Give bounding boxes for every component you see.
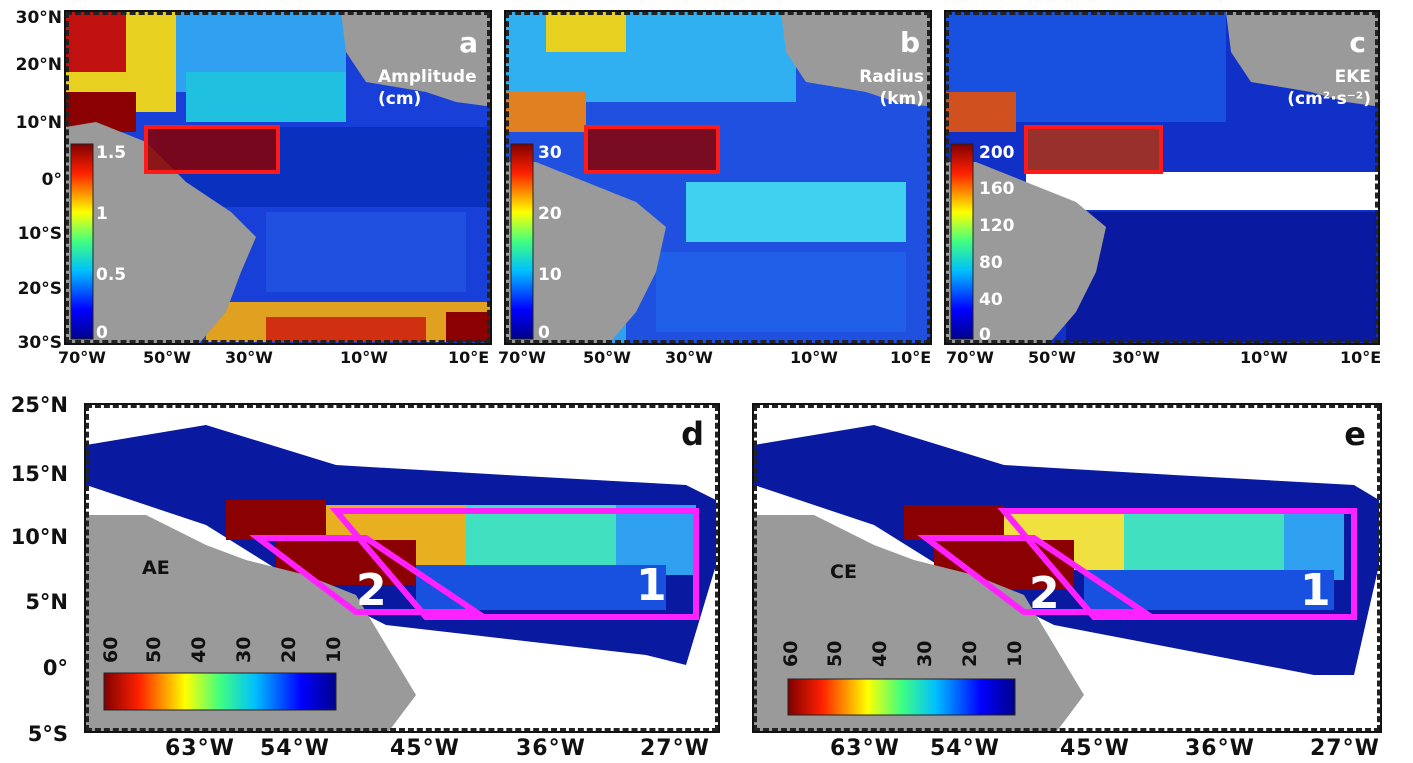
colorbar-b — [510, 143, 534, 340]
ytick-top: 20°S — [17, 279, 62, 299]
cbar-tick: 20 — [538, 204, 562, 224]
xtick: 10°W — [1240, 348, 1288, 367]
eddy-type-label: CE — [830, 561, 857, 583]
ytick-top: 30°S — [17, 333, 62, 353]
variable-label-b: Radius (km) — [824, 66, 924, 110]
variable-unit: (cm²·s⁻²) — [1287, 89, 1371, 109]
variable-name: EKE — [1334, 67, 1371, 87]
cbar-tick: 40 — [979, 290, 1003, 310]
xtick-bottom: 45°W — [390, 736, 460, 761]
panel-letter-c: c — [1349, 26, 1366, 59]
panel-b-map — [506, 12, 930, 343]
ytick-top: 20°N — [15, 55, 62, 75]
region-2-label: 2 — [1029, 568, 1060, 619]
cbar-tick: 30 — [914, 640, 936, 667]
cbar-tick: 50 — [143, 636, 165, 663]
panel-letter-d: d — [681, 415, 704, 453]
xtick: 10°E — [1340, 348, 1382, 367]
cbar-tick: 200 — [979, 143, 1015, 163]
xtick-bottom: 36°W — [516, 736, 586, 761]
panel-d-map — [86, 405, 718, 731]
xtick: 10°W — [340, 348, 388, 367]
xtick-bottom: 45°W — [1060, 736, 1130, 761]
xtick-bottom: 54°W — [930, 736, 1000, 761]
ytick-bottom: 15°N — [10, 462, 68, 486]
cbar-tick: 10 — [1004, 640, 1026, 667]
xtick: 10°W — [790, 348, 838, 367]
xtick: 10°E — [890, 348, 932, 367]
xtick-bottom: 36°W — [1185, 736, 1255, 761]
ytick-top: 30°N — [15, 8, 62, 28]
cbar-tick: 0 — [538, 323, 550, 343]
panel-a-map — [66, 12, 490, 343]
xtick: 30°W — [665, 348, 713, 367]
variable-name: Amplitude — [378, 67, 477, 87]
variable-label-a: Amplitude (cm) — [378, 66, 478, 110]
panel-c-map — [946, 12, 1378, 343]
cbar-tick: 30 — [538, 143, 562, 163]
ytick-top: 10°N — [15, 113, 62, 133]
variable-label-c: EKE (cm²·s⁻²) — [1261, 66, 1371, 110]
xtick-bottom: 54°W — [260, 736, 330, 761]
ytick-top: 0° — [41, 170, 62, 190]
region-2-label: 2 — [356, 565, 387, 616]
panel-d: 60 50 40 30 20 10 d AE 1 2 — [84, 403, 720, 733]
xtick: 50°W — [1028, 348, 1076, 367]
xtick: 70°W — [58, 348, 106, 367]
ytick-bottom: 5°N — [25, 590, 68, 614]
xtick-bottom: 63°W — [830, 736, 900, 761]
cbar-tick: 120 — [979, 216, 1015, 236]
xtick-bottom: 27°W — [1310, 736, 1380, 761]
cbar-tick: 0 — [979, 325, 991, 345]
panel-letter-e: e — [1344, 415, 1366, 453]
cbar-tick: 30 — [233, 636, 255, 663]
cbar-tick: 20 — [278, 636, 300, 663]
cbar-tick: 50 — [824, 640, 846, 667]
ytick-bottom: 0° — [42, 656, 68, 680]
xtick: 70°W — [946, 348, 994, 367]
panel-letter-b: b — [899, 26, 920, 59]
xtick: 10°E — [448, 348, 490, 367]
xtick-bottom: 27°W — [640, 736, 710, 761]
ytick-top: 10°S — [17, 224, 62, 244]
cbar-tick: 40 — [188, 636, 210, 663]
cbar-tick: 10 — [538, 265, 562, 285]
colorbar-a — [70, 143, 94, 340]
variable-unit: (cm) — [378, 89, 422, 109]
variable-unit: (km) — [879, 89, 924, 109]
region-1-label: 1 — [1300, 565, 1331, 616]
cbar-tick: 20 — [959, 640, 981, 667]
panel-a: 1.5 1 0.5 0 a Amplitude (cm) — [64, 10, 492, 345]
panel-c: 200 160 120 80 40 0 c EKE (cm²·s⁻²) — [944, 10, 1380, 345]
panel-b: 30 20 10 0 b Radius (km) — [504, 10, 932, 345]
ytick-bottom: 10°N — [10, 525, 68, 549]
colorbar-e — [787, 678, 1016, 716]
cbar-tick: 160 — [979, 179, 1015, 199]
cbar-tick: 80 — [979, 253, 1003, 273]
panel-e: 60 50 40 30 20 10 e CE 1 2 — [752, 403, 1382, 733]
panel-letter-a: a — [459, 26, 478, 59]
ytick-bottom: 5°S — [27, 722, 68, 746]
panel-e-map — [754, 405, 1380, 731]
xtick: 50°W — [143, 348, 191, 367]
cbar-tick: 40 — [869, 640, 891, 667]
colorbar-d — [103, 672, 337, 711]
cbar-tick: 0.5 — [96, 265, 127, 285]
eddy-type-label: AE — [142, 557, 170, 579]
cbar-tick: 1.5 — [96, 143, 127, 163]
cbar-tick: 60 — [780, 640, 802, 667]
xtick: 30°W — [1112, 348, 1160, 367]
xtick: 70°W — [498, 348, 546, 367]
ytick-bottom: 25°N — [10, 393, 68, 417]
region-1-label: 1 — [636, 560, 667, 611]
cbar-tick: 1 — [96, 204, 108, 224]
xtick: 30°W — [225, 348, 273, 367]
xtick: 50°W — [583, 348, 631, 367]
variable-name: Radius — [859, 67, 924, 87]
cbar-tick: 0 — [96, 323, 108, 343]
cbar-tick: 60 — [100, 636, 122, 663]
colorbar-c — [950, 143, 974, 340]
xtick-bottom: 63°W — [165, 736, 235, 761]
cbar-tick: 10 — [323, 636, 345, 663]
